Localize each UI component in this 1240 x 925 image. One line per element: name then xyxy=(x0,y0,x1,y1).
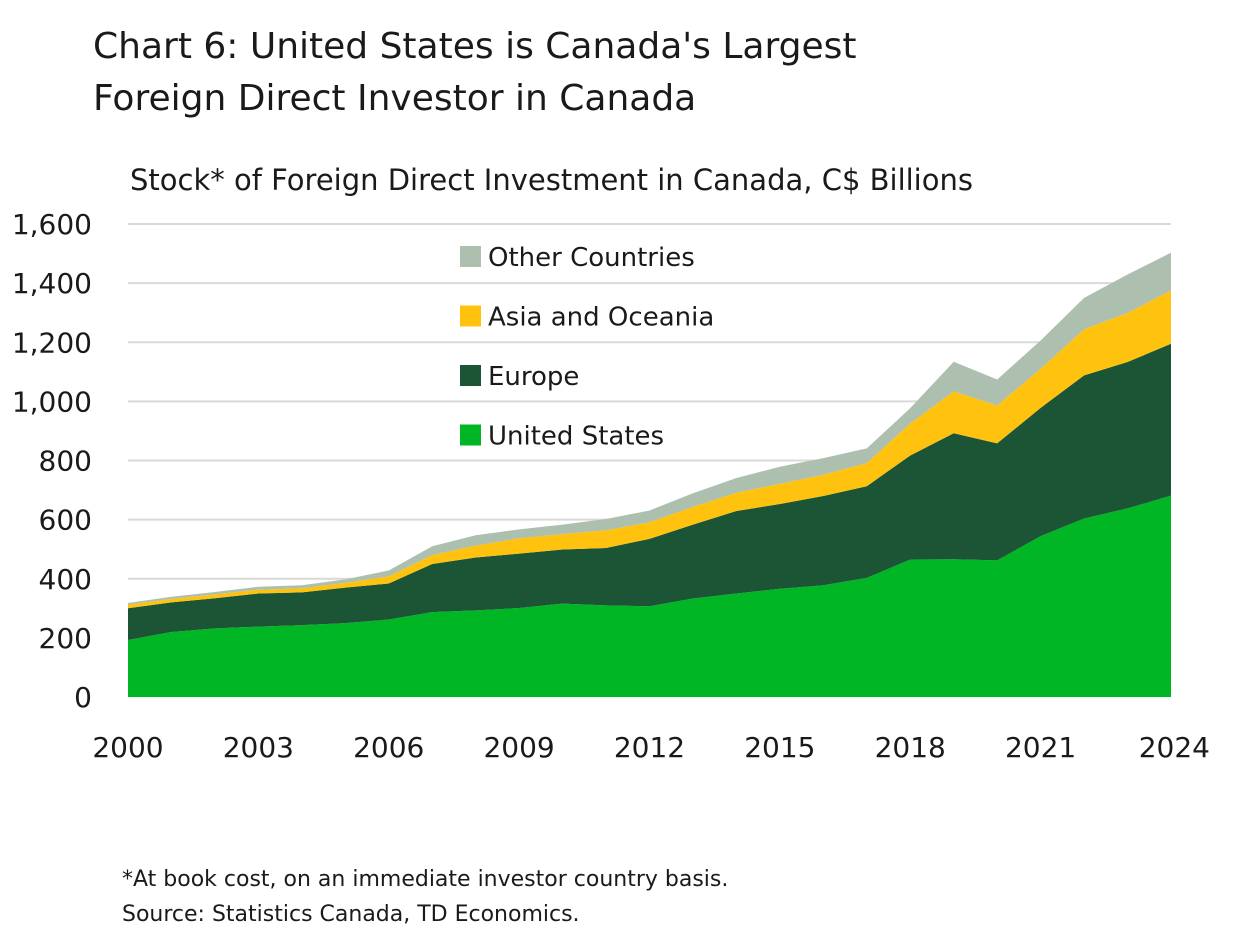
x-axis-tick-labels: 2000 2003 2006 2009 2012 2015 2018 2021 2024 xyxy=(92,731,1210,764)
area-united-states xyxy=(128,495,1171,697)
y-tick-label: 0 xyxy=(74,681,92,714)
legend-swatch xyxy=(460,365,481,386)
y-tick-label: 800 xyxy=(39,445,92,478)
legend-label: Other Countries xyxy=(488,243,695,273)
x-tick-label: 2012 xyxy=(614,731,685,764)
y-tick-label: 600 xyxy=(39,504,92,537)
y-tick-label: 1,600 xyxy=(12,208,92,241)
x-tick-label: 2000 xyxy=(92,731,163,764)
legend-swatch xyxy=(460,246,481,267)
area-europe xyxy=(128,343,1171,640)
stacked-areas xyxy=(128,252,1171,697)
y-tick-label: 1,000 xyxy=(12,385,92,418)
legend-item-asia-and-oceania: Asia and Oceania xyxy=(460,303,714,333)
legend-swatch xyxy=(460,424,481,446)
footnote-basis: *At book cost, on an immediate investor … xyxy=(122,867,728,892)
chart-subtitle: Stock* of Foreign Direct Investment in C… xyxy=(130,163,973,197)
x-tick-label: 2006 xyxy=(353,731,424,764)
x-tick-label: 2003 xyxy=(223,731,294,764)
x-tick-label: 2009 xyxy=(483,731,554,764)
legend: Other Countries Asia and Oceania Europe Uni… xyxy=(460,243,714,452)
legend-label: Asia and Oceania xyxy=(488,303,714,333)
x-tick-label: 2024 xyxy=(1139,731,1210,764)
y-tick-label: 200 xyxy=(39,622,92,655)
legend-label: United States xyxy=(488,422,664,452)
x-tick-label: 2018 xyxy=(875,731,946,764)
x-tick-label: 2021 xyxy=(1005,731,1076,764)
y-axis-tick-labels: 0 200 400 600 800 1,000 1,200 1,400 1,600 xyxy=(12,208,92,714)
legend-swatch xyxy=(460,305,481,327)
legend-label: Europe xyxy=(488,362,579,392)
legend-item-united-states: United States xyxy=(460,422,664,452)
chart-title-line-2: Foreign Direct Investor in Canada xyxy=(93,78,696,119)
y-tick-label: 1,400 xyxy=(12,267,92,300)
legend-item-other-countries: Other Countries xyxy=(460,243,695,273)
chart-title-line-1: Chart 6: United States is Canada's Large… xyxy=(93,26,857,67)
legend-item-europe: Europe xyxy=(460,362,579,392)
x-tick-label: 2015 xyxy=(744,731,815,764)
y-tick-label: 400 xyxy=(39,563,92,596)
y-tick-label: 1,200 xyxy=(12,326,92,359)
footnote-source: Source: Statistics Canada, TD Economics. xyxy=(122,902,580,925)
